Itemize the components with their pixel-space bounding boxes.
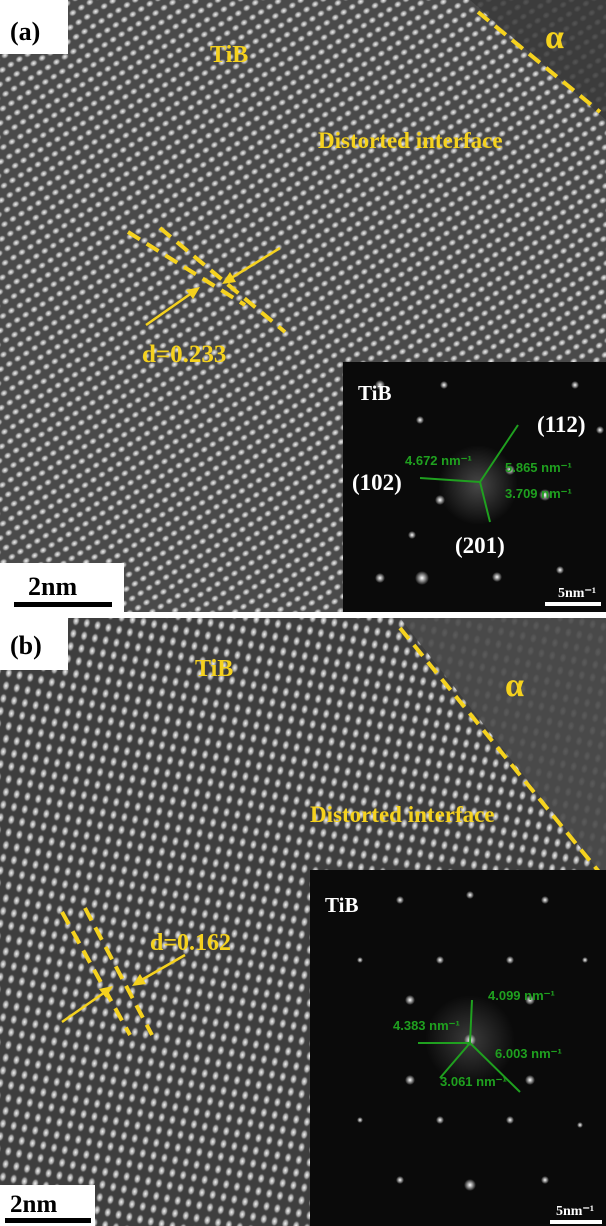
fft-scale-bar — [545, 602, 601, 606]
panel-label: (b) — [10, 631, 42, 660]
distance-label: 3.709 nm⁻¹ — [505, 486, 572, 501]
scale-label: 2nm — [28, 572, 77, 601]
fft-title: TiB — [325, 893, 358, 917]
distance-label: 3.061 nm⁻¹ — [440, 1074, 507, 1089]
spacing-label: d=0.162 — [150, 930, 231, 956]
plane-label: (201) — [455, 533, 505, 558]
fft-inset: TiB (112) (102) (201) 4.672 nm⁻¹ 5.865 n… — [343, 362, 606, 612]
distance-label: 6.003 nm⁻¹ — [495, 1046, 562, 1061]
distance-label: 4.383 nm⁻¹ — [393, 1018, 460, 1033]
alpha-label: α — [545, 19, 564, 56]
plane-label: (112) — [537, 412, 586, 437]
phase-label: TiB — [210, 42, 248, 68]
interface-label: Distorted interface — [318, 128, 503, 153]
fft-title: TiB — [358, 381, 391, 405]
panel-b: (b) TiB α Distorted interface d=0.162 2n… — [0, 618, 606, 1226]
spacing-label: d=0.233 — [142, 341, 226, 368]
scale-bar — [5, 1218, 91, 1223]
scale-label: 2nm — [10, 1191, 57, 1218]
figure: (a) TiB α Distorted interface d=0.233 2n… — [0, 0, 606, 1226]
interface-label: Distorted interface — [310, 802, 495, 827]
plane-label: (102) — [352, 470, 402, 495]
panel-label: (a) — [10, 17, 40, 46]
alpha-label: α — [505, 667, 524, 704]
distance-label: 4.672 nm⁻¹ — [405, 453, 472, 468]
phase-label: TiB — [195, 656, 233, 682]
fft-scale-label: 5nm⁻¹ — [558, 586, 596, 601]
distance-label: 4.099 nm⁻¹ — [488, 988, 555, 1003]
panel-a: (a) TiB α Distorted interface d=0.233 2n… — [0, 0, 606, 612]
fft-inset: TiB 4.383 nm⁻¹ 4.099 nm⁻¹ 6.003 nm⁻¹ 3.0… — [310, 870, 606, 1226]
distance-label: 5.865 nm⁻¹ — [505, 460, 572, 475]
fft-scale-bar — [550, 1220, 602, 1224]
scale-bar — [14, 602, 112, 607]
fft-scale-label: 5nm⁻¹ — [556, 1204, 594, 1219]
